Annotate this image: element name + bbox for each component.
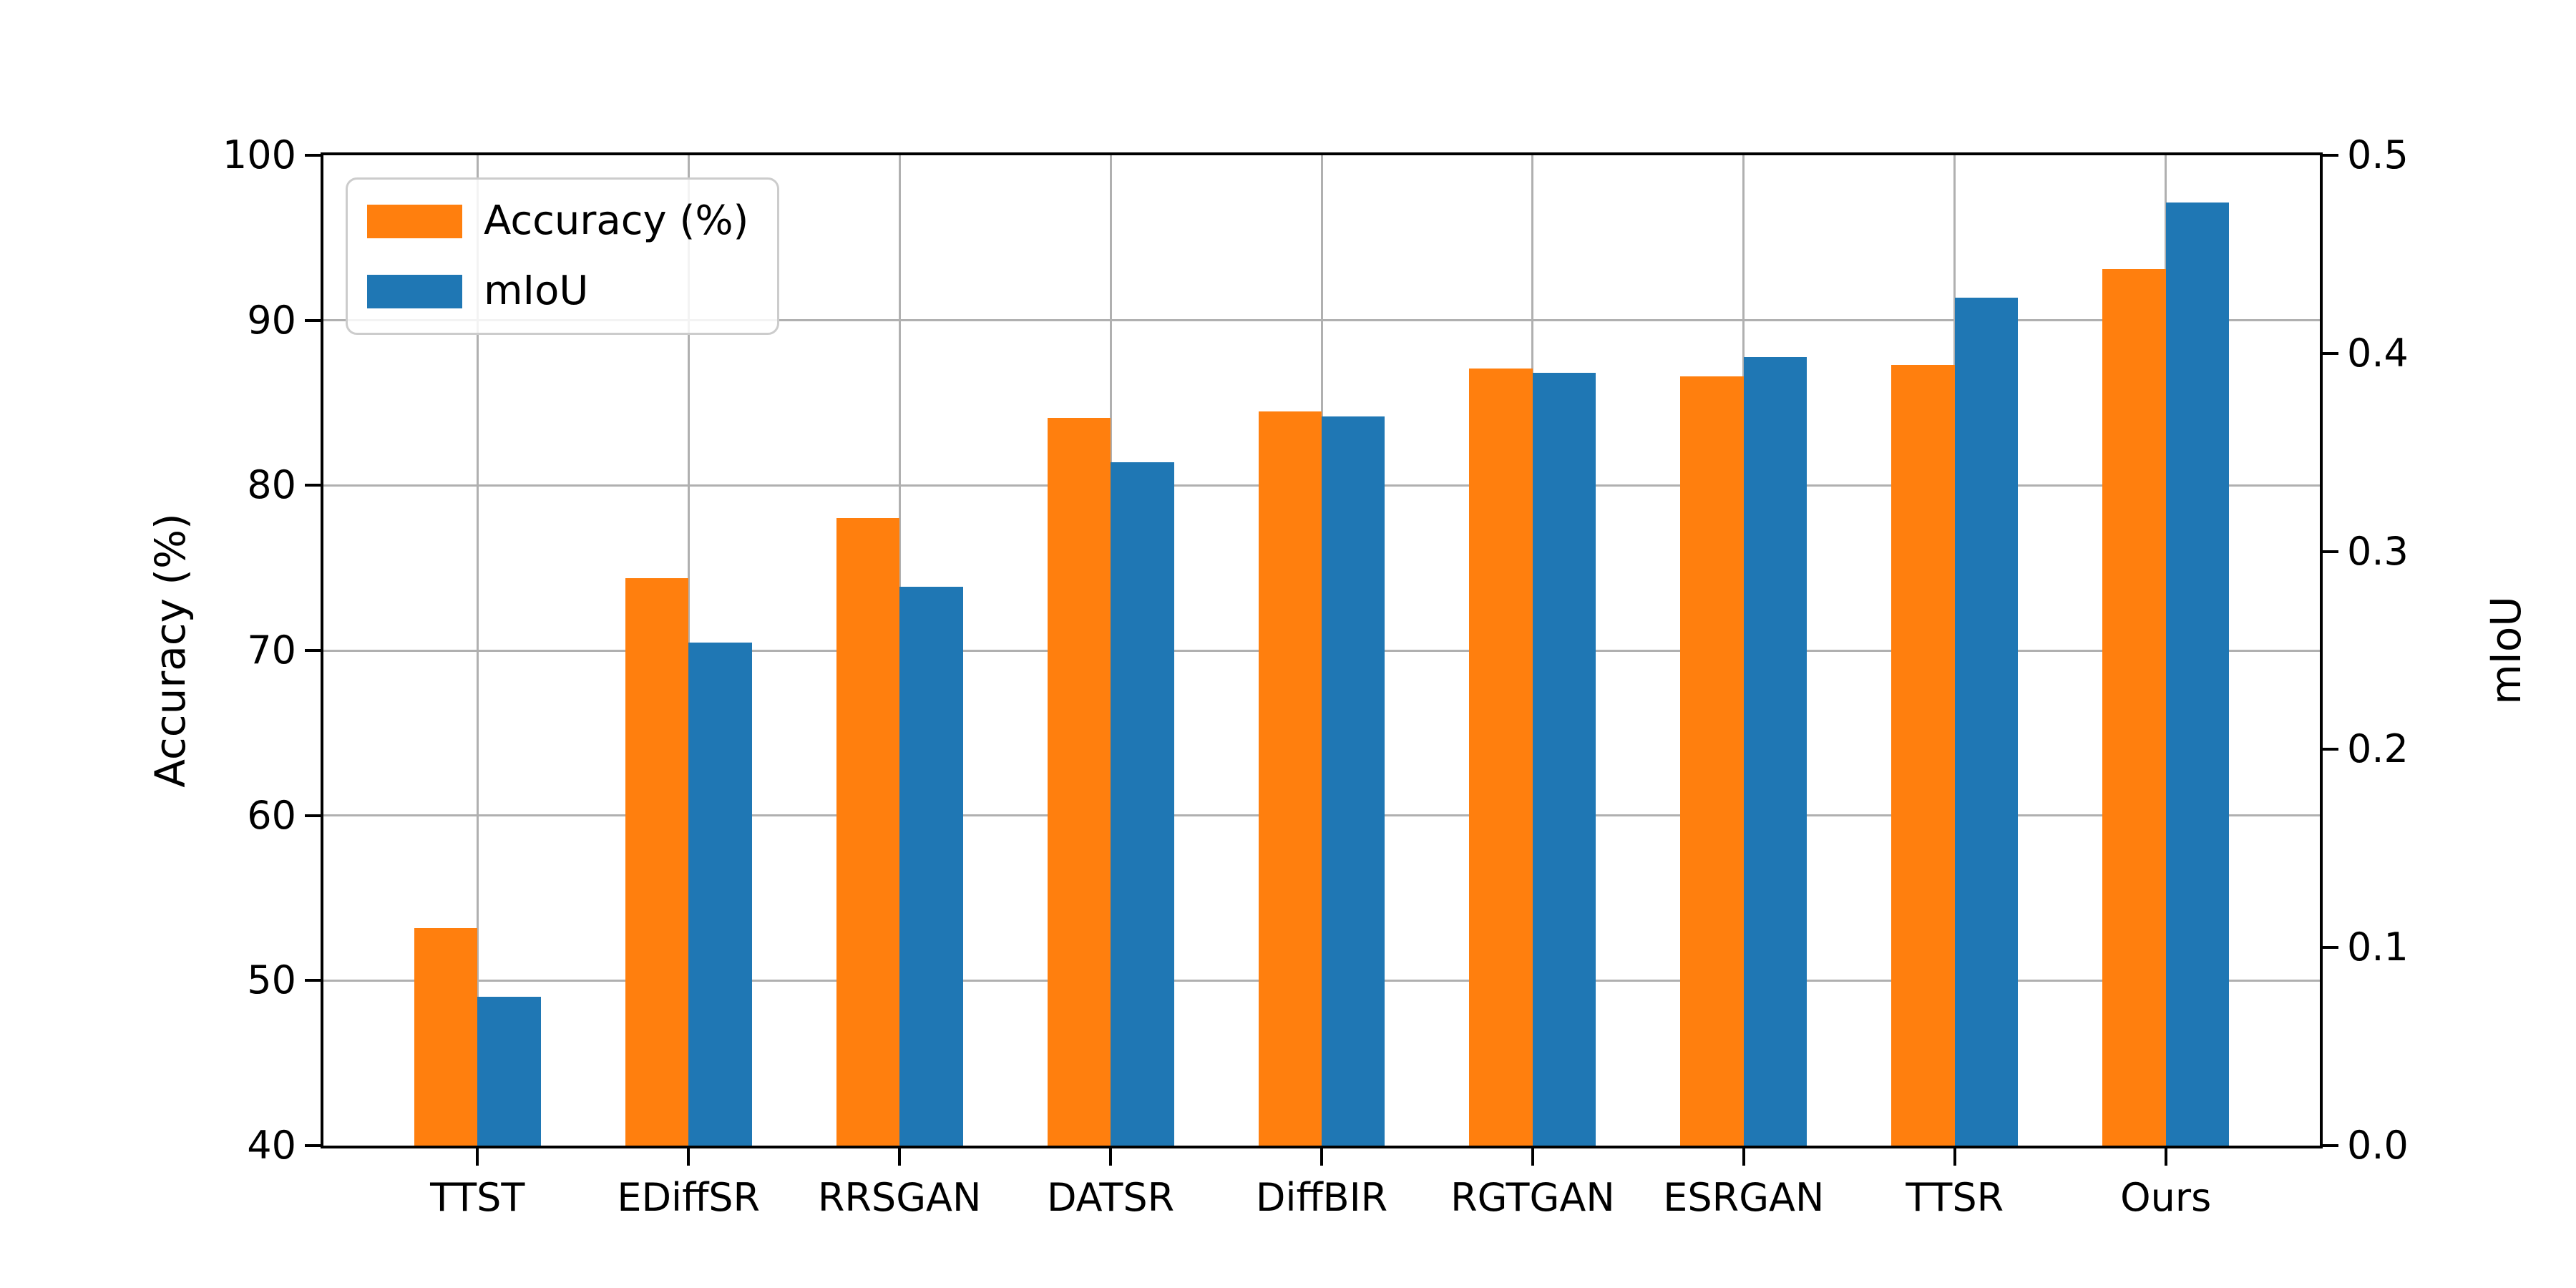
x-tick-label-RRSGAN: RRSGAN	[817, 1175, 982, 1220]
miou-bar-TTST	[477, 997, 541, 1146]
left-tick-mark	[305, 484, 321, 487]
miou-bar-RRSGAN	[899, 587, 963, 1146]
left-tick-mark	[305, 1144, 321, 1147]
accuracy-bar-RGTGAN	[1469, 368, 1533, 1146]
miou-bar-Ours	[2165, 203, 2230, 1146]
miou-bar-DATSR	[1111, 462, 1174, 1146]
right-tick-label-0.1: 0.1	[2347, 924, 2409, 970]
left-tick-label-40: 40	[247, 1123, 296, 1168]
x-tick-mark	[1953, 1148, 1956, 1166]
h-gridline	[323, 319, 2320, 322]
legend-label-miou: mIoU	[484, 268, 589, 314]
left-tick-mark	[305, 318, 321, 322]
miou-bar-TTSR	[1954, 298, 2019, 1146]
miou-bar-RGTGAN	[1532, 373, 1596, 1146]
legend-item-miou: mIoU	[367, 271, 748, 311]
accuracy-bar-ESRGAN	[1680, 376, 1744, 1146]
x-tick-mark	[1320, 1148, 1323, 1166]
miou-bar-DiffBIR	[1322, 416, 1385, 1146]
miou-bar-EDiffSR	[688, 642, 752, 1146]
accuracy-bar-TTST	[414, 927, 478, 1146]
right-tick-label-0.5: 0.5	[2347, 132, 2409, 177]
accuracy-bar-EDiffSR	[625, 577, 689, 1146]
x-tick-label-Ours: Ours	[2120, 1175, 2212, 1220]
accuracy-bar-DATSR	[1047, 417, 1111, 1146]
x-tick-mark	[1109, 1148, 1113, 1166]
x-tick-mark	[476, 1148, 479, 1166]
left-tick-label-100: 100	[222, 132, 296, 177]
right-tick-mark	[2323, 154, 2338, 157]
x-tick-mark	[2164, 1148, 2167, 1166]
x-tick-label-EDiffSR: EDiffSR	[617, 1175, 761, 1220]
right-tick-mark	[2323, 351, 2338, 355]
left-tick-label-80: 80	[247, 462, 296, 508]
accuracy-bar-Ours	[2102, 269, 2166, 1146]
left-tick-mark	[305, 979, 321, 982]
left-tick-mark	[305, 814, 321, 817]
left-tick-label-50: 50	[247, 957, 296, 1003]
right-tick-label-0.4: 0.4	[2347, 330, 2409, 376]
left-tick-label-70: 70	[247, 628, 296, 673]
x-tick-mark	[1742, 1148, 1745, 1166]
miou-swatch	[367, 274, 462, 308]
x-tick-label-TTST: TTST	[430, 1175, 525, 1220]
right-tick-mark	[2323, 550, 2338, 553]
x-tick-mark	[898, 1148, 902, 1166]
accuracy-swatch	[367, 204, 462, 238]
right-tick-mark	[2323, 748, 2338, 751]
right-tick-label-0.3: 0.3	[2347, 528, 2409, 574]
accuracy-bar-RRSGAN	[836, 518, 900, 1146]
left-axis-title: Accuracy (%)	[146, 513, 195, 788]
x-tick-label-TTSR: TTSR	[1906, 1175, 2004, 1220]
left-tick-mark	[305, 154, 321, 157]
accuracy-bar-TTSR	[1891, 364, 1955, 1146]
x-tick-mark	[687, 1148, 691, 1166]
right-tick-mark	[2323, 1144, 2338, 1147]
x-tick-label-RGTGAN: RGTGAN	[1450, 1175, 1615, 1220]
right-tick-mark	[2323, 946, 2338, 950]
miou-bar-ESRGAN	[1743, 357, 1807, 1146]
left-tick-label-90: 90	[247, 297, 296, 343]
x-tick-label-DATSR: DATSR	[1046, 1175, 1175, 1220]
right-tick-label-0.2: 0.2	[2347, 726, 2409, 772]
legend-item-accuracy: Accuracy (%)	[367, 201, 748, 241]
legend-label-accuracy: Accuracy (%)	[484, 197, 749, 244]
right-tick-label-0.0: 0.0	[2347, 1123, 2409, 1168]
plot-area	[321, 152, 2323, 1148]
accuracy-bar-DiffBIR	[1258, 411, 1322, 1146]
x-tick-label-DiffBIR: DiffBIR	[1255, 1175, 1388, 1220]
left-tick-mark	[305, 649, 321, 652]
x-tick-mark	[1531, 1148, 1534, 1166]
right-axis-title: mIoU	[2482, 596, 2530, 705]
left-tick-label-60: 60	[247, 792, 296, 838]
x-tick-label-ESRGAN: ESRGAN	[1663, 1175, 1825, 1220]
legend: Accuracy (%) mIoU	[346, 177, 780, 335]
